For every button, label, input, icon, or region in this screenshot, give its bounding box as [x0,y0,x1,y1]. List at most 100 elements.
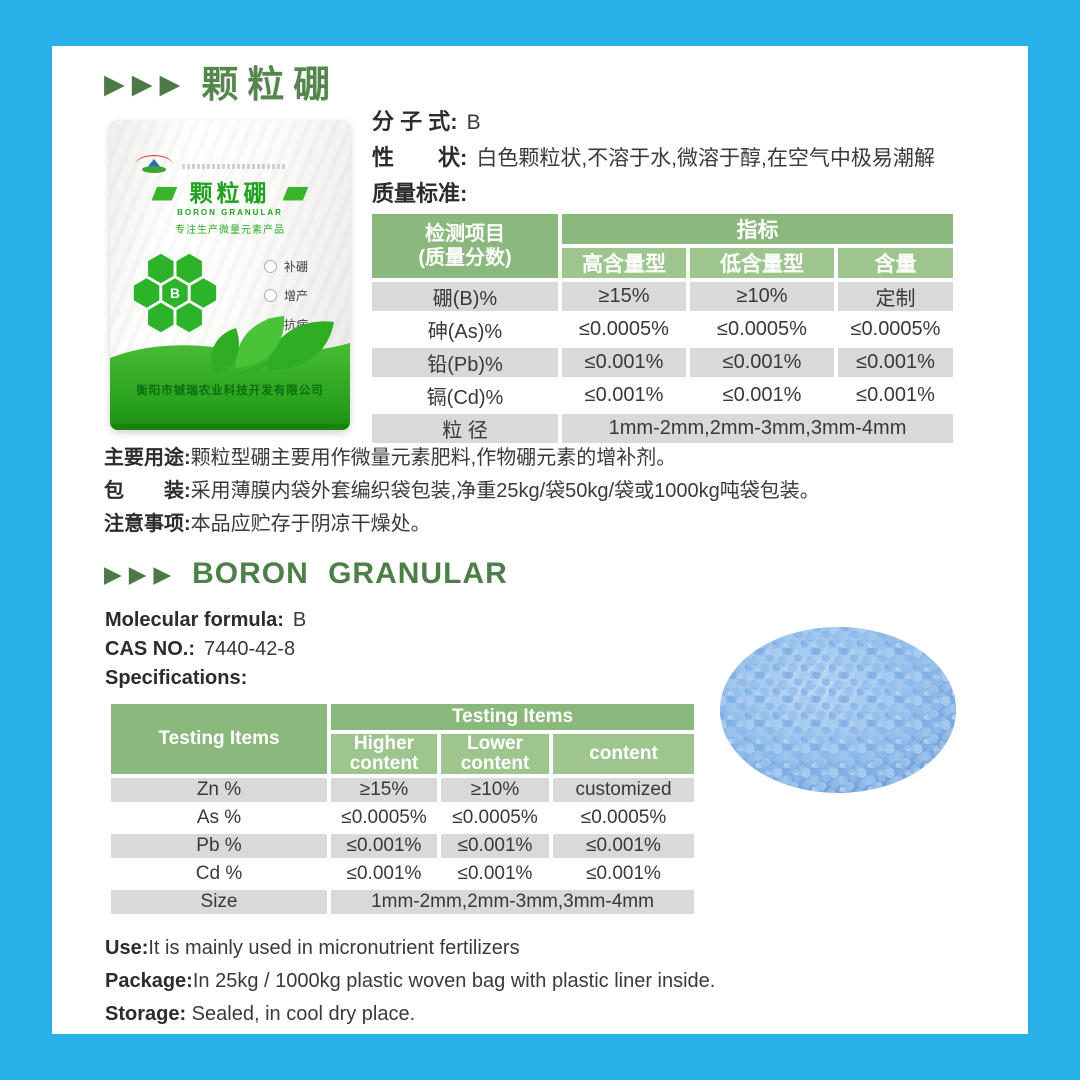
note-text: 采用薄膜内袋外套编织袋包装,净重25kg/袋50kg/袋或1000kg吨袋包装。 [190,480,820,502]
spec-line: Specifications: [105,664,705,693]
table-row: Pb % ≤0.001% ≤0.001% ≤0.001% [109,832,696,860]
cell-high: ≤0.001% [560,379,688,412]
cell-high: ≤0.0005% [329,804,439,832]
cell-content: ≤0.0005% [836,313,956,346]
cell-low: ≤0.0005% [439,804,551,832]
bag-product-name-en: BORON GRANULAR [177,208,283,217]
cell-item: Cd % [109,860,329,888]
feature-item: 补硼 [264,258,308,275]
cell-low: ≤0.001% [439,832,551,860]
col-header-high: Higher content [329,732,439,776]
spec-label: 性 状: [372,145,468,170]
note-text: Sealed, in cool dry place. [186,1003,416,1025]
cell-low: ≤0.0005% [688,313,836,346]
cell-high: ≤0.001% [560,346,688,379]
table-row-size: 粒 径 1mm-2mm,2mm-3mm,3mm-4mm [370,412,956,445]
col-header-line1: content [589,743,658,764]
cell-item: 硼(B)% [370,280,560,313]
spec-line: 分 子 式: B [372,104,1012,140]
col-header-line2: content [460,753,530,774]
spec-line: 性 状: 白色颗粒状,不溶于水,微溶于醇,在空气中极易潮解 [372,140,1012,176]
product-sheet: ▶▶▶ 颗粒硼 颗粒硼 BORON GRANULAR 专注生产微量元素产品 [52,46,1028,1034]
table-row-size: Size 1mm-2mm,2mm-3mm,3mm-4mm [109,888,696,916]
col-header-line1: Higher [353,733,415,754]
note-label: 注意事项: [104,513,191,535]
note-line: 包 装:采用薄膜内袋外套编织袋包装,净重25kg/袋50kg/袋或1000kg吨… [104,475,1004,508]
table-row: Cd % ≤0.001% ≤0.001% ≤0.001% [109,860,696,888]
cn-notes: 主要用途:颗粒型硼主要用作微量元素肥料,作物硼元素的增补剂。 包 装:采用薄膜内… [104,442,1004,541]
note-text: 本品应贮存于阴凉干燥处。 [190,513,431,535]
note-text: 颗粒型硼主要用作微量元素肥料,作物硼元素的增补剂。 [190,447,677,469]
cell-content: ≤0.001% [836,346,956,379]
cell-high: ≤0.001% [329,860,439,888]
cell-high: ≤0.001% [329,832,439,860]
en-page-title: BORON GRANULAR [192,557,508,590]
feature-label: 增产 [284,289,309,303]
note-label: Storage: [105,1003,187,1025]
table-row: 铅(Pb)% ≤0.001% ≤0.001% ≤0.001% [370,346,956,379]
table-row: 砷(As)% ≤0.0005% ≤0.0005% ≤0.0005% [370,313,956,346]
feature-item: 增产 [264,287,308,304]
hexagon-cluster-icon: B [133,253,217,333]
note-line: Package:In 25kg / 1000kg plastic woven b… [105,965,1005,998]
spec-label: Specifications: [105,667,248,689]
leaves-icon [205,316,334,384]
note-line: 主要用途:颗粒型硼主要用作微量元素肥料,作物硼元素的增补剂。 [104,442,1004,475]
note-label: 包 装: [104,480,191,502]
spec-line: Molecular formula: B [105,606,705,635]
note-text: In 25kg / 1000kg plastic woven bag with … [192,970,716,992]
spec-label: 质量标准: [372,181,468,206]
spec-value: 白色颗粒状,不溶于水,微溶于醇,在空气中极易潮解 [476,147,935,170]
cell-item: 铅(Pb)% [370,346,560,379]
table-row: 硼(B)% ≥15% ≥10% 定制 [370,280,956,313]
spec-line: 质量标准: [372,176,1012,212]
cell-content: customized [551,776,696,804]
col-header-line2: content [349,753,419,774]
item-header-line1: 检测项目 [425,223,505,245]
cell-item: Size [109,888,329,916]
feature-label: 补硼 [284,260,309,274]
cell-high: ≥15% [560,280,688,313]
cell-item: 粒 径 [370,412,560,445]
table-row: Zn % ≥15% ≥10% customized [109,776,696,804]
spec-label: CAS NO.: [105,638,195,660]
group-header: Testing Items [329,702,696,732]
brand-logo-icon [135,155,173,173]
spec-line: CAS NO.: 7440-42-8 [105,635,705,664]
cn-quality-table: 检测项目 (质量分数) 指标 高含量型 低含量型 含量 硼(B)% ≥15% ≥… [370,212,956,445]
en-notes: Use:It is mainly used in micronutrient f… [105,932,1005,1031]
en-spec-block: Molecular formula: B CAS NO.: 7440-42-8 Sp… [105,606,705,693]
leaf-chip-icon [151,186,178,201]
note-label: Use: [105,937,149,959]
table-row: As % ≤0.0005% ≤0.0005% ≤0.0005% [109,804,696,832]
cell-low: ≤0.001% [688,346,836,379]
cell-content: ≤0.001% [551,832,696,860]
bag-cert-text-blur [182,164,286,169]
cell-size-value: 1mm-2mm,2mm-3mm,3mm-4mm [560,412,956,445]
col-header-low: Lower content [439,732,551,776]
cell-size-value: 1mm-2mm,2mm-3mm,3mm-4mm [329,888,696,916]
triple-arrow-icon: ▶▶▶ [104,68,188,99]
cell-low: ≥10% [688,280,836,313]
cell-content: ≤0.001% [836,379,956,412]
cn-spec-block: 分 子 式: B 性 状: 白色颗粒状,不溶于水,微溶于醇,在空气中极易潮解 质量标… [372,104,1012,212]
cell-item: 镉(Cd)% [370,379,560,412]
hex-letter: B [170,286,180,301]
note-label: 主要用途: [104,447,191,469]
group-header: 指标 [560,212,956,246]
col-header-item: 检测项目 (质量分数) [370,212,560,280]
bag-tagline: 专注生产微量元素产品 [175,225,285,236]
cell-content: ≤0.0005% [551,804,696,832]
cell-content: ≤0.001% [551,860,696,888]
col-header-item: Testing Items [109,702,329,776]
note-label: Package: [105,970,193,992]
note-line: Use:It is mainly used in micronutrient f… [105,932,1005,965]
note-line: 注意事项:本品应贮存于阴凉干燥处。 [104,508,1004,541]
en-section-header: ▶▶▶ BORON GRANULAR [104,556,508,592]
circle-bullet-icon [264,289,277,302]
note-line: Storage: Sealed, in cool dry place. [105,998,1005,1031]
cell-low: ≤0.001% [688,379,836,412]
cell-item: Pb % [109,832,329,860]
cell-low: ≥10% [439,776,551,804]
en-testing-table: Testing Items Testing Items Higher conte… [109,702,696,916]
